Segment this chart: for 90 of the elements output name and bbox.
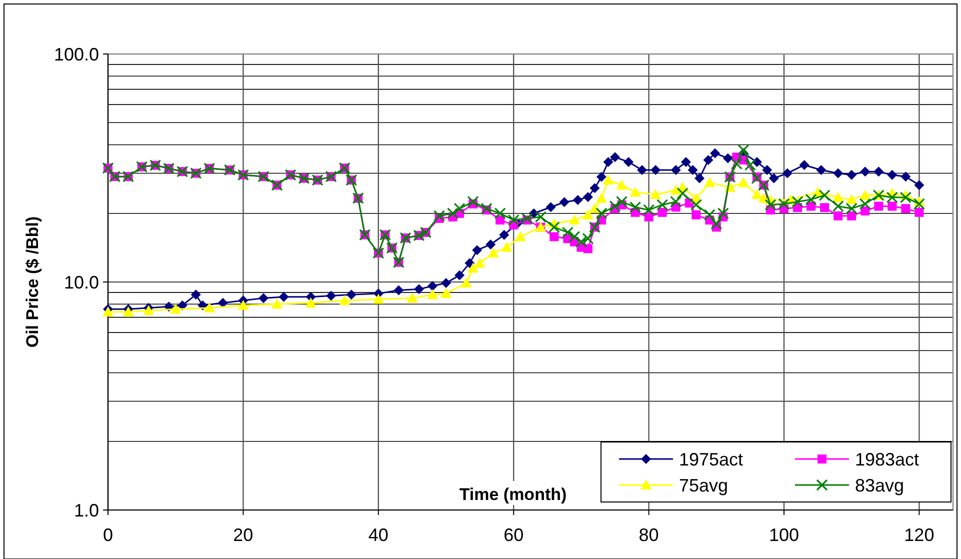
point <box>704 177 716 188</box>
x-tick-label: 80 <box>638 525 659 545</box>
x-axis-title: Time (month) <box>459 485 567 504</box>
point <box>339 294 350 305</box>
x-tick-label: 120 <box>904 525 934 545</box>
point <box>688 164 698 175</box>
point <box>738 177 749 188</box>
point <box>572 194 583 205</box>
point <box>680 156 691 167</box>
point <box>637 164 648 175</box>
point <box>441 278 451 288</box>
point <box>499 230 510 240</box>
point <box>616 180 628 190</box>
point <box>464 258 475 268</box>
point <box>414 284 424 294</box>
point <box>218 298 228 308</box>
point <box>650 164 661 175</box>
point <box>914 180 924 190</box>
point <box>204 302 215 312</box>
point <box>440 288 452 298</box>
point <box>602 174 614 185</box>
point <box>486 240 496 250</box>
point <box>832 192 844 202</box>
x-tick-label: 40 <box>368 525 388 545</box>
point <box>346 290 356 300</box>
y-axis-title: Oil Price ($ /Bbl) <box>23 216 42 348</box>
point <box>860 190 871 200</box>
point <box>372 294 384 304</box>
point <box>722 153 733 164</box>
point <box>258 293 268 304</box>
point <box>751 188 762 199</box>
point <box>170 304 182 314</box>
point <box>582 209 594 220</box>
point <box>238 300 249 310</box>
point <box>278 292 289 302</box>
y-tick-label: 1.0 <box>74 500 99 520</box>
point <box>762 164 772 175</box>
point <box>582 192 593 202</box>
x-tick-label: 60 <box>504 525 524 545</box>
point <box>488 248 499 258</box>
point <box>670 164 681 175</box>
point <box>514 231 526 242</box>
point <box>190 290 201 300</box>
point <box>768 173 779 184</box>
point <box>590 183 600 194</box>
x-tick-label: 20 <box>233 525 254 545</box>
point <box>624 156 634 167</box>
legend-label: 83avg <box>855 475 904 496</box>
point <box>710 148 720 158</box>
point <box>596 192 607 203</box>
point <box>272 298 282 309</box>
point <box>460 277 472 288</box>
point <box>846 170 857 180</box>
point <box>650 188 662 199</box>
y-tick-label: 10.0 <box>64 272 99 292</box>
point <box>406 292 418 303</box>
point <box>874 166 884 177</box>
point <box>630 186 641 197</box>
legend-label: 1975act <box>679 449 744 470</box>
legend-label: 75avg <box>679 475 728 496</box>
point <box>846 194 858 204</box>
point <box>900 172 911 182</box>
point <box>474 258 486 268</box>
point <box>694 173 704 184</box>
point <box>559 197 570 208</box>
point <box>394 285 404 296</box>
point <box>546 202 556 212</box>
x-tick-label: 100 <box>768 525 800 545</box>
legend-label: 1983act <box>855 449 920 470</box>
point <box>472 245 482 256</box>
point <box>887 170 898 180</box>
point <box>833 168 844 178</box>
point <box>568 214 580 225</box>
point <box>468 262 479 273</box>
point <box>596 172 606 182</box>
point <box>610 152 620 162</box>
point <box>603 156 614 167</box>
y-tick-label: 100.0 <box>54 44 99 64</box>
point <box>816 164 826 175</box>
point <box>305 297 316 308</box>
point <box>782 168 792 178</box>
point <box>799 160 810 170</box>
point <box>426 289 438 300</box>
point <box>427 281 438 292</box>
point <box>501 242 512 252</box>
point <box>703 154 714 165</box>
x-tick-label: 0 <box>102 525 114 545</box>
point <box>326 290 336 301</box>
point <box>860 166 870 177</box>
point <box>454 270 465 280</box>
